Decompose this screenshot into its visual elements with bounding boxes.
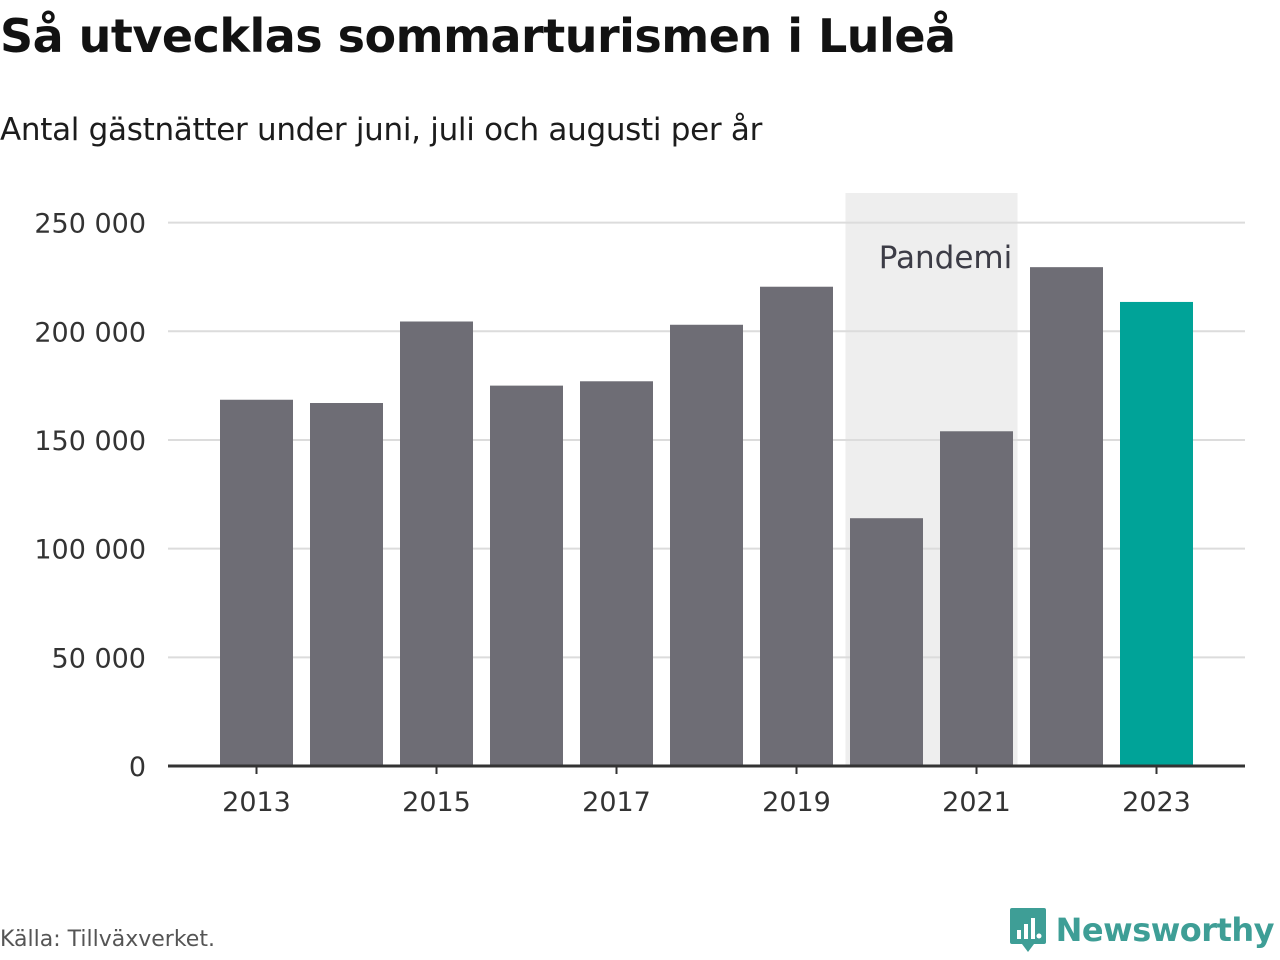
y-tick-label: 100 000 <box>34 535 146 566</box>
y-tick-label: 0 <box>129 752 146 783</box>
x-tick-label: 2021 <box>942 787 1011 818</box>
bar-2014 <box>310 403 383 766</box>
x-tick-label: 2019 <box>762 787 831 818</box>
x-tick-label: 2015 <box>402 787 471 818</box>
chart-title: Så utvecklas sommarturismen i Luleå <box>0 9 956 63</box>
bar-2018 <box>670 324 743 766</box>
bar-2015 <box>400 321 473 766</box>
brand-name: Newsworthy <box>1055 911 1275 949</box>
bar-chart-bubble-icon <box>1009 908 1046 952</box>
bar-2022 <box>1030 267 1103 766</box>
bar-2021 <box>940 431 1013 766</box>
x-tick-label: 2017 <box>582 787 651 818</box>
y-tick-label: 250 000 <box>34 209 146 240</box>
newsworthy-logo: Newsworthy <box>1008 906 1275 954</box>
bar-2016 <box>490 385 563 766</box>
y-tick-label: 150 000 <box>34 426 146 457</box>
bar-2019 <box>760 286 833 766</box>
y-tick-label: 200 000 <box>34 317 146 348</box>
y-tick-label: 50 000 <box>52 643 146 674</box>
bar-2013 <box>220 399 293 766</box>
chart-subtitle: Antal gästnätter under juni, juli och au… <box>0 112 763 148</box>
bar-2020 <box>850 518 923 766</box>
pandemic-label: Pandemi <box>879 240 1013 276</box>
bar-2023 <box>1120 301 1193 766</box>
source-note: Källa: Tillväxverket. <box>0 927 215 952</box>
x-tick-label: 2023 <box>1122 787 1191 818</box>
bar-2017 <box>580 381 653 766</box>
x-tick-label: 2013 <box>222 787 291 818</box>
